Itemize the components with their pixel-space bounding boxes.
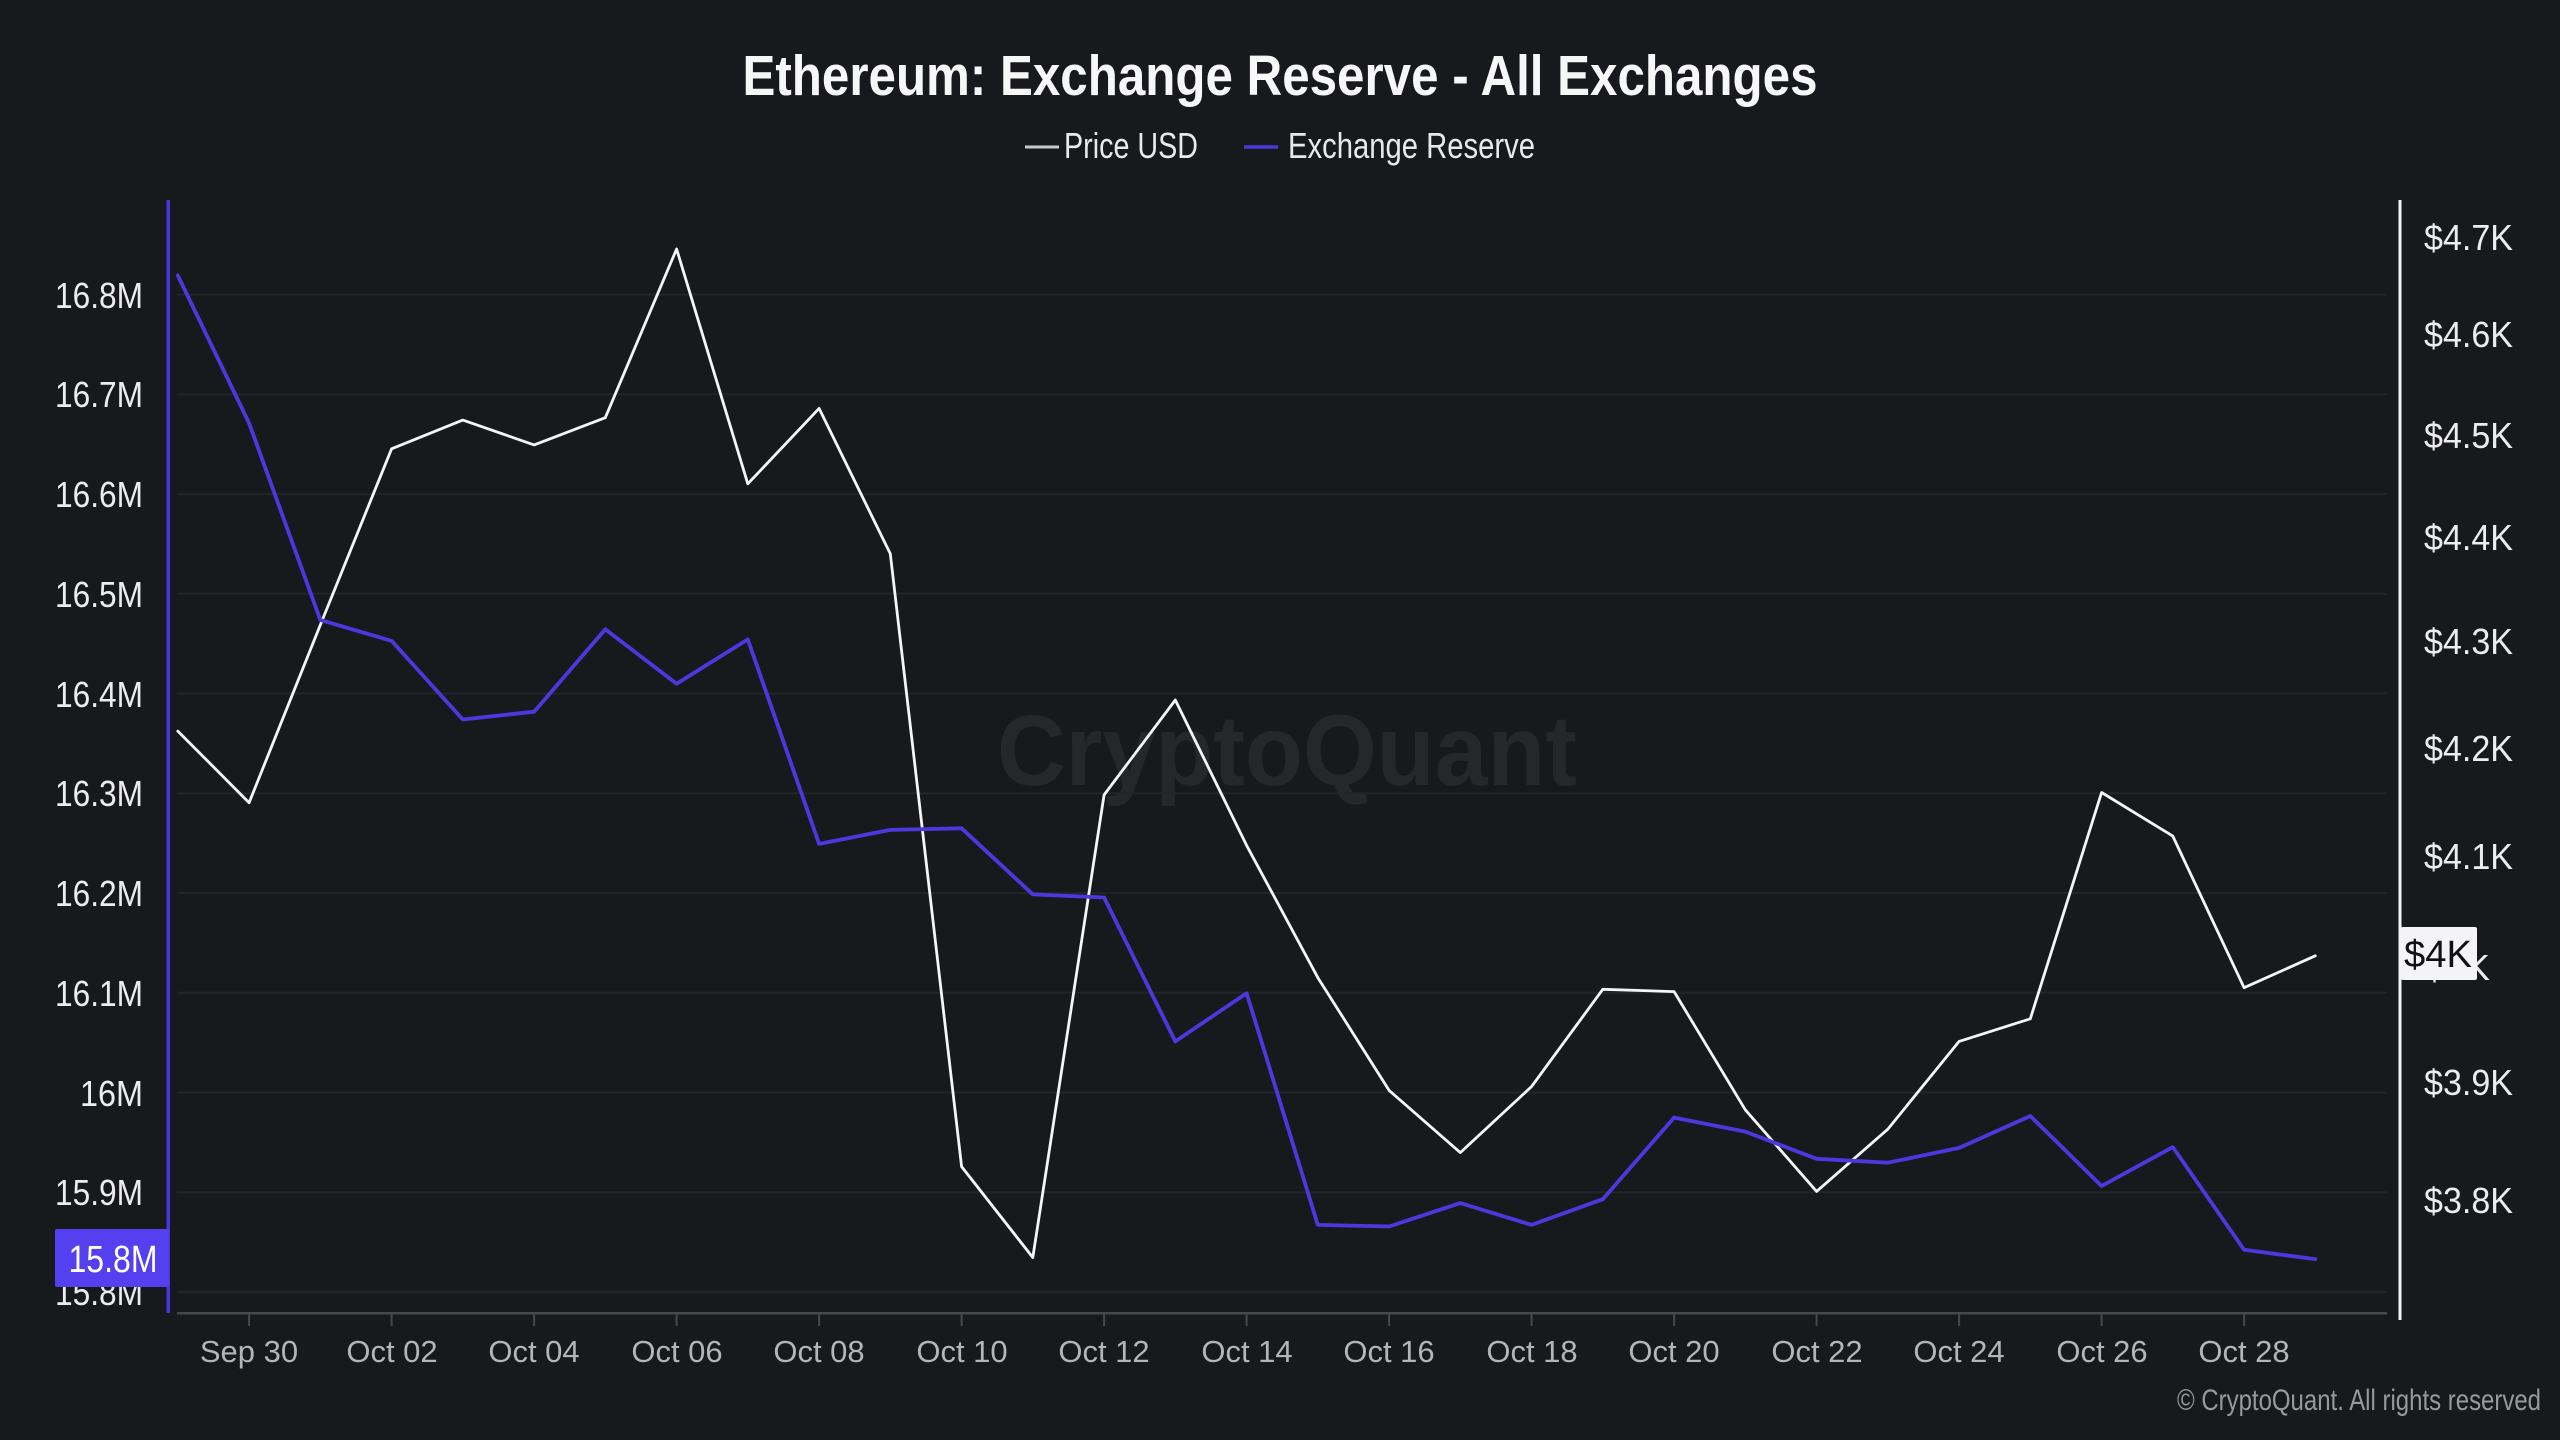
- svg-text:15.8M: 15.8M: [69, 1239, 158, 1281]
- svg-text:Oct 06: Oct 06: [631, 1334, 722, 1369]
- svg-text:16M: 16M: [80, 1073, 143, 1114]
- svg-text:Ethereum: Exchange Reserve - A: Ethereum: Exchange Reserve - All Exchang…: [743, 44, 1818, 108]
- svg-text:Oct 28: Oct 28: [2198, 1334, 2289, 1369]
- svg-text:Price USD: Price USD: [1064, 125, 1198, 166]
- svg-text:16.6M: 16.6M: [55, 474, 143, 515]
- svg-text:Oct 22: Oct 22: [1771, 1334, 1862, 1369]
- svg-text:© CryptoQuant. All rights rese: © CryptoQuant. All rights reserved: [2177, 1384, 2541, 1417]
- svg-text:16.8M: 16.8M: [55, 275, 143, 316]
- svg-text:Oct 14: Oct 14: [1201, 1334, 1292, 1369]
- svg-text:Oct 16: Oct 16: [1343, 1334, 1434, 1369]
- svg-text:Oct 10: Oct 10: [916, 1334, 1007, 1369]
- svg-text:Oct 26: Oct 26: [2056, 1334, 2147, 1369]
- svg-text:$4.2K: $4.2K: [2424, 728, 2513, 769]
- svg-text:15.9M: 15.9M: [55, 1172, 143, 1213]
- svg-text:$4.6K: $4.6K: [2424, 314, 2513, 355]
- svg-text:Oct 02: Oct 02: [346, 1334, 437, 1369]
- svg-text:$4.3K: $4.3K: [2424, 621, 2513, 662]
- svg-text:Oct 20: Oct 20: [1628, 1334, 1719, 1369]
- svg-text:16.3M: 16.3M: [55, 773, 143, 814]
- svg-text:16.5M: 16.5M: [55, 574, 143, 615]
- svg-text:Oct 18: Oct 18: [1486, 1334, 1577, 1369]
- svg-text:$4.5K: $4.5K: [2424, 415, 2513, 456]
- svg-text:$3.8K: $3.8K: [2424, 1180, 2513, 1221]
- svg-text:$4.1K: $4.1K: [2424, 836, 2513, 877]
- svg-text:$4.7K: $4.7K: [2424, 217, 2513, 258]
- svg-text:$4.4K: $4.4K: [2424, 517, 2513, 558]
- svg-text:Oct 04: Oct 04: [488, 1334, 579, 1369]
- svg-text:CryptoQuant: CryptoQuant: [997, 695, 1577, 807]
- svg-text:Sep 30: Sep 30: [200, 1334, 298, 1369]
- svg-text:Oct 12: Oct 12: [1058, 1334, 1149, 1369]
- svg-text:$4K: $4K: [2404, 934, 2472, 976]
- svg-text:16.1M: 16.1M: [55, 973, 143, 1014]
- svg-text:16.4M: 16.4M: [55, 674, 143, 715]
- svg-text:16.2M: 16.2M: [55, 873, 143, 914]
- svg-text:16.7M: 16.7M: [55, 374, 143, 415]
- svg-text:$3.9K: $3.9K: [2424, 1062, 2513, 1103]
- svg-text:Oct 08: Oct 08: [773, 1334, 864, 1369]
- svg-text:Exchange Reserve: Exchange Reserve: [1288, 125, 1535, 166]
- svg-text:Oct 24: Oct 24: [1913, 1334, 2004, 1369]
